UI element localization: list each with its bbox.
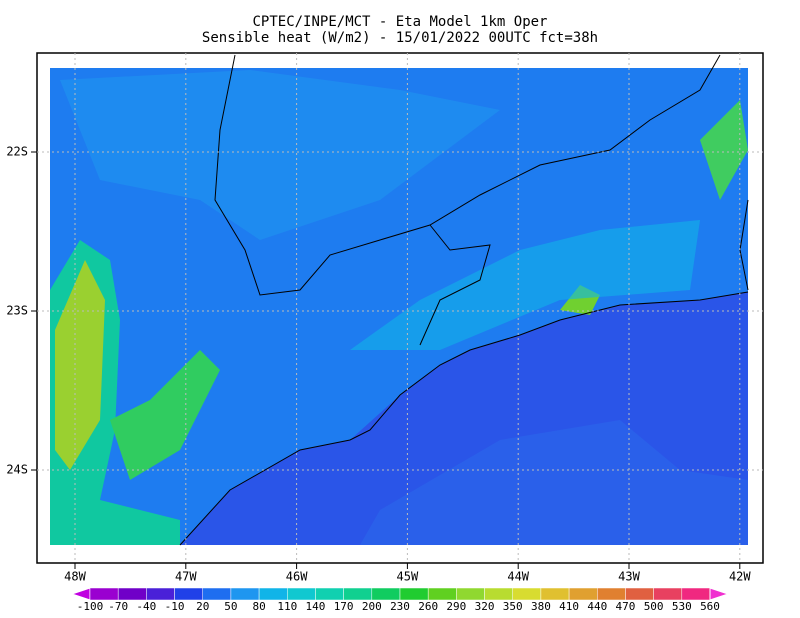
- warm-zone: [60, 70, 500, 240]
- colorbar-box: [597, 587, 626, 601]
- lat-label: 23S: [6, 304, 28, 318]
- colorbar-label: 500: [644, 600, 664, 613]
- field: [50, 68, 748, 545]
- lon-label: 47W: [175, 570, 197, 584]
- colorbar-box: [625, 587, 654, 601]
- colorbar-box: [146, 587, 175, 601]
- colorbar-label: 170: [334, 600, 354, 613]
- colorbar-label: 140: [306, 600, 326, 613]
- hot-zone: [110, 350, 220, 480]
- colorbar-box: [258, 587, 288, 601]
- colorbar-label: 470: [616, 600, 636, 613]
- grid: 48W 47W 46W 45W 44W 43W 42W 22S 23S 24S: [6, 53, 763, 584]
- subtitle: Sensible heat (W/m2) - 15/01/2022 00UTC …: [202, 30, 598, 46]
- colorbar-box: [230, 587, 260, 601]
- lon-label: 48W: [64, 570, 86, 584]
- colorbar-label: -70: [108, 600, 128, 613]
- coastline: [179, 291, 749, 546]
- colorbar-label: 410: [559, 600, 579, 613]
- lat-label: 22S: [6, 145, 28, 159]
- lat-label: 24S: [6, 463, 28, 477]
- colorbar-label: -100: [77, 600, 104, 613]
- lon-label: 42W: [729, 570, 751, 584]
- colorbar-label: 80: [252, 600, 265, 613]
- colorbar-label: 320: [475, 600, 495, 613]
- colorbar-label: 290: [446, 600, 466, 613]
- colorbar-label: 350: [503, 600, 523, 613]
- colorbar-label: 230: [390, 600, 410, 613]
- hot-zone: [55, 260, 105, 470]
- lon-label: 44W: [507, 570, 529, 584]
- colorbar-box: [287, 587, 316, 601]
- colorbar-label: 380: [531, 600, 551, 613]
- colorbar-box: [681, 587, 711, 601]
- colorbar-box: [89, 587, 119, 601]
- colorbar-box: [512, 587, 542, 601]
- colorbar-label: 440: [587, 600, 607, 613]
- colorbar-box: [371, 587, 401, 601]
- colorbar-label: 260: [418, 600, 438, 613]
- colorbar-label: -40: [136, 600, 156, 613]
- colorbar-label: 560: [700, 600, 720, 613]
- lon-label: 43W: [618, 570, 640, 584]
- colorbar: -100 -70 -40 -10 20 50 80 110 140 170 200 230 260 290…: [70, 587, 730, 613]
- colorbar-label: 20: [196, 600, 209, 613]
- colorbar-arrow: [70, 587, 91, 601]
- warm-zone: [350, 220, 700, 350]
- colorbar-arrow: [709, 587, 730, 601]
- title: CPTEC/INPE/MCT - Eta Model 1km Oper: [252, 14, 547, 30]
- colorbar-label: 110: [277, 600, 297, 613]
- colorbar-box: [202, 587, 232, 601]
- colorbar-label: 530: [672, 600, 692, 613]
- colorbar-box: [653, 587, 683, 601]
- lon-label: 45W: [397, 570, 419, 584]
- ocean-field: [360, 420, 748, 545]
- colorbar-label: -10: [165, 600, 185, 613]
- colorbar-label: 50: [224, 600, 237, 613]
- lon-label: 46W: [286, 570, 308, 584]
- colorbar-box: [117, 587, 147, 601]
- colorbar-box: [484, 587, 513, 601]
- colorbar-box: [427, 587, 457, 601]
- hot-zone: [700, 100, 748, 200]
- colorbar-box: [174, 587, 203, 601]
- colorbar-box: [315, 587, 344, 601]
- colorbar-label: 200: [362, 600, 382, 613]
- state-border: [214, 54, 721, 296]
- state-border: [419, 224, 491, 346]
- colorbar-box: [343, 587, 373, 601]
- colorbar-box: [399, 587, 429, 601]
- colorbar-box: [568, 587, 598, 601]
- colorbar-box: [456, 587, 485, 601]
- colorbar-box: [540, 587, 570, 601]
